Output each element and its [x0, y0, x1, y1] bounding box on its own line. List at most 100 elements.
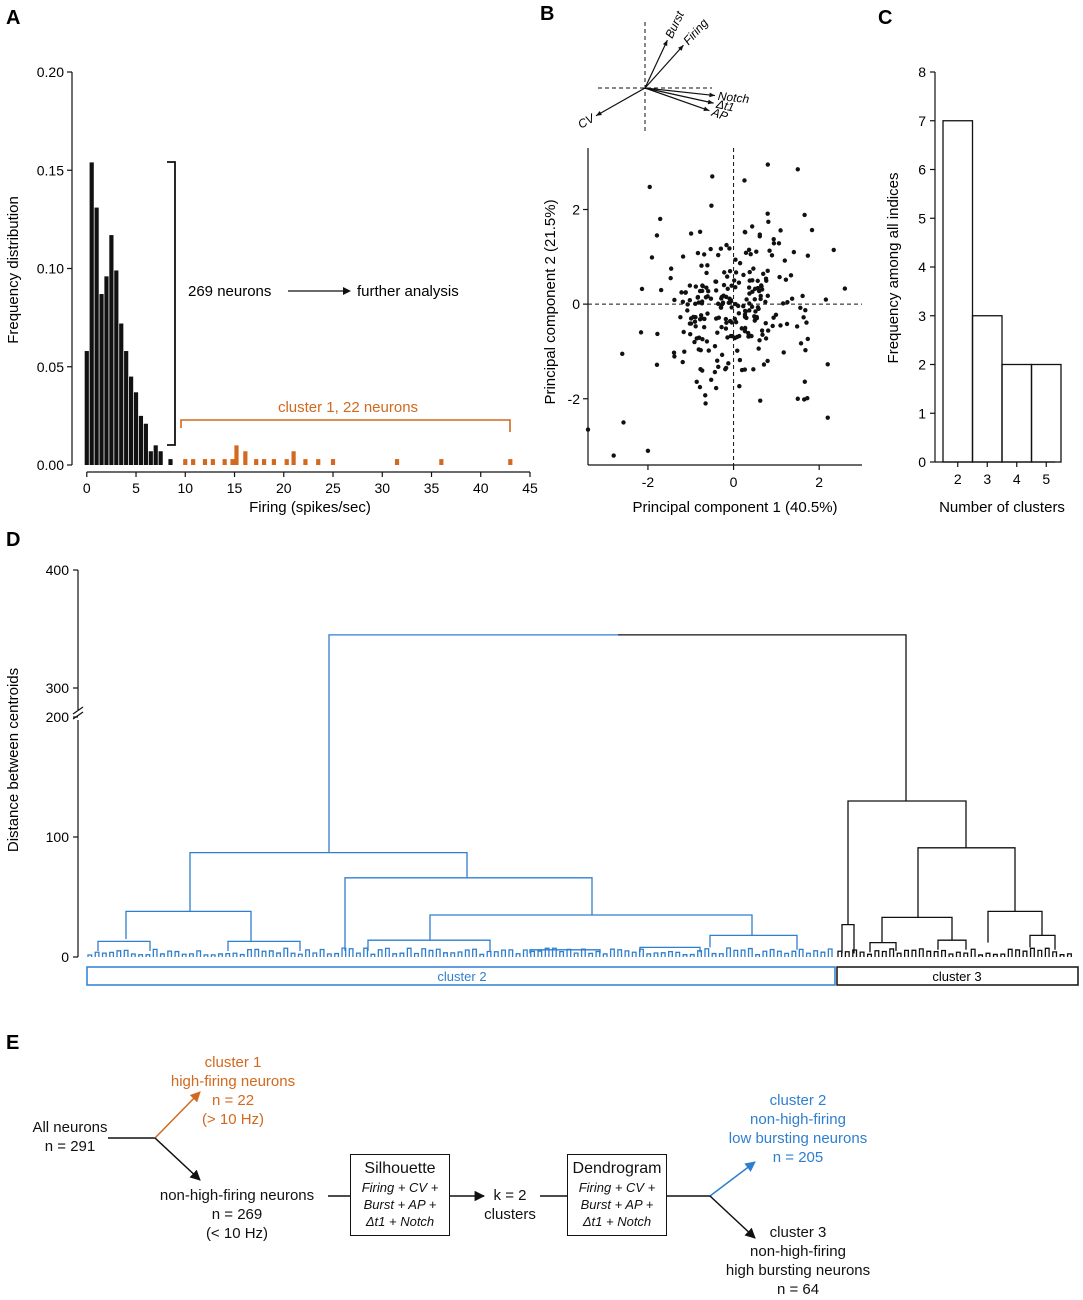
b-point — [761, 271, 766, 277]
b-point — [701, 252, 707, 257]
b-point — [766, 219, 771, 225]
d-leaf-cluster3 — [1052, 951, 1058, 957]
c-ylabel: Frequency among all indices — [885, 173, 902, 364]
b-point — [803, 307, 808, 313]
e-silhouette-box: Silhouette Firing + CV + Burst + AP + Δt… — [350, 1154, 450, 1236]
b-point — [694, 379, 699, 384]
e-cluster3-desc2: high bursting neurons — [725, 1262, 871, 1279]
b-point — [743, 250, 749, 256]
b-loading-arrow — [644, 44, 684, 89]
b-point — [778, 228, 783, 233]
d-leaf-cluster2 — [428, 949, 434, 957]
d-leaf-cluster2 — [689, 953, 695, 957]
b-point — [804, 320, 809, 325]
c-ytick-label: 7 — [918, 113, 926, 129]
e-nonhigh-title: non-high-firing neurons — [159, 1187, 315, 1204]
d-leaf-cluster2 — [210, 954, 216, 957]
b-point — [713, 288, 719, 293]
b-point — [798, 341, 804, 346]
b-point — [695, 295, 700, 300]
b-point — [681, 329, 686, 335]
b-loading-head — [707, 99, 714, 105]
b-point — [763, 299, 768, 305]
d-leaf-cluster2 — [638, 948, 644, 957]
b-point — [758, 398, 763, 403]
d-leaf-cluster3 — [1059, 954, 1065, 957]
d-leaf-cluster2 — [486, 950, 492, 957]
a-bar-black — [168, 459, 173, 465]
d-leaf-cluster2 — [196, 950, 202, 957]
d-cluster2-box — [86, 966, 836, 986]
b-point — [710, 174, 715, 179]
d-leaf-cluster2 — [559, 950, 565, 957]
d-leaf-cluster2 — [682, 954, 688, 957]
d-leaf-cluster3 — [1022, 950, 1028, 957]
b-point — [751, 367, 756, 372]
d-leaf-cluster2 — [377, 949, 383, 957]
e-silhouette-l1: Firing + CV + — [361, 1180, 439, 1195]
d-leaf-cluster2 — [145, 954, 151, 957]
b-loading-arrow — [644, 87, 710, 112]
b-point — [756, 346, 761, 351]
b-point — [720, 300, 726, 305]
d-leaf-cluster3 — [1037, 949, 1043, 957]
b-point — [842, 286, 848, 291]
d-branch-c3-f — [1029, 934, 1056, 950]
a-bar-black — [114, 270, 119, 465]
d-leaf-cluster3 — [874, 950, 880, 957]
d-leaf-cluster2 — [762, 950, 768, 957]
d-leaf-cluster3 — [859, 951, 865, 957]
e-silhouette-l2: Burst + AP + — [363, 1197, 437, 1212]
b-point — [688, 316, 694, 321]
d-leaf-cluster2 — [181, 953, 187, 957]
b-point — [752, 297, 757, 302]
b-point — [722, 270, 727, 275]
a-bar-orange — [210, 459, 215, 465]
d-leaf-cluster2 — [319, 948, 325, 957]
d-leaf-cluster2 — [232, 952, 238, 957]
b-point — [747, 308, 752, 313]
b-point — [716, 252, 721, 258]
d-leaf-cluster3 — [844, 951, 850, 957]
d-leaf-cluster2 — [472, 948, 477, 957]
b-point — [765, 211, 770, 216]
a-xtick-label: 5 — [132, 480, 140, 496]
d-leaf-cluster2 — [501, 949, 507, 957]
b-xlabel: Principal component 1 (40.5%) — [632, 499, 837, 516]
e-cluster1-title: cluster 1 — [204, 1054, 262, 1071]
d-ytick-label: 300 — [46, 680, 70, 696]
a-bar-black — [104, 276, 109, 465]
a-bar-black — [124, 351, 129, 465]
b-point — [757, 232, 763, 237]
d-leaf-cluster2 — [668, 950, 673, 957]
d-branch-c2-b — [709, 934, 798, 950]
e-arrow-to-cluster3 — [709, 1195, 756, 1239]
b-point — [823, 297, 829, 302]
b-loading-label: Δt1 — [714, 97, 736, 115]
e-silhouette-title: Silhouette — [364, 1160, 436, 1177]
a-ylabel: Frequency distribution — [5, 196, 22, 344]
b-point — [668, 275, 673, 281]
b-point — [678, 315, 683, 320]
d-leaf-cluster2 — [776, 950, 782, 957]
a-bar-black — [99, 294, 104, 465]
b-loading-label: Firing — [680, 16, 711, 48]
c-ytick-label: 6 — [918, 162, 926, 178]
a-bar-black — [148, 451, 153, 465]
e-cluster1-desc: high-firing neurons — [170, 1073, 296, 1090]
b-point — [680, 359, 685, 365]
d-leaf-cluster3 — [904, 949, 910, 957]
b-point — [752, 286, 758, 292]
b-ytick-label: 0 — [572, 296, 580, 312]
b-point — [671, 350, 677, 355]
b-point — [747, 291, 752, 296]
b-point — [753, 309, 758, 314]
c-xlabel: Number of clusters — [939, 499, 1065, 516]
b-loading-head — [709, 92, 715, 98]
b-point — [802, 379, 808, 384]
d-leaf-cluster3 — [963, 952, 969, 957]
b-point — [781, 350, 786, 355]
b-point — [777, 274, 782, 280]
b-point — [756, 288, 762, 294]
e-k-clusters: k = 2 clusters — [480, 1186, 540, 1224]
